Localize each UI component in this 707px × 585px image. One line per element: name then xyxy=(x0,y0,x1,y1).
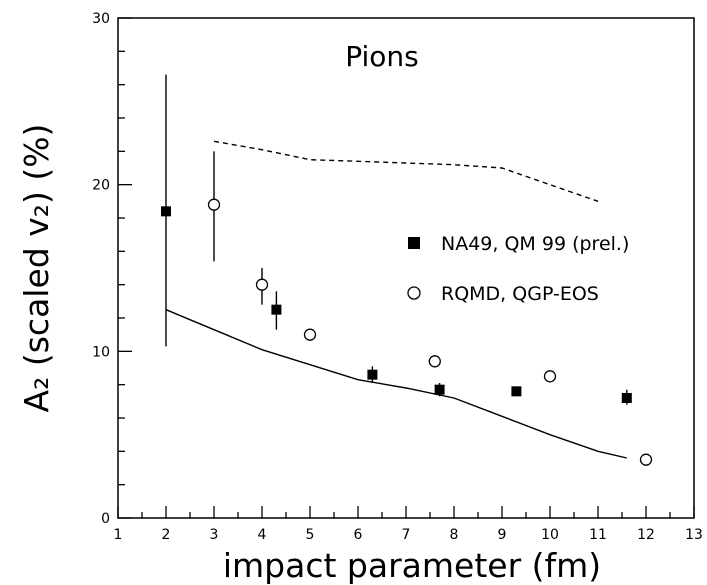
na49-point xyxy=(511,386,522,397)
x-tick-label: 11 xyxy=(589,527,607,543)
plot-frame xyxy=(117,17,695,519)
legend-marker-na49 xyxy=(408,237,420,249)
rqmd-point xyxy=(255,278,269,291)
na49-point xyxy=(621,393,632,403)
model-curves xyxy=(165,140,627,459)
rqmd-point xyxy=(428,355,441,368)
model-curve-dashed xyxy=(213,140,599,202)
y-tick-label: 0 xyxy=(101,511,110,527)
x-tick-label: 6 xyxy=(354,527,363,543)
chart-title: Pions xyxy=(345,40,419,73)
x-tick-label: 7 xyxy=(402,527,411,543)
na49-point xyxy=(271,304,282,315)
x-tick-label: 9 xyxy=(498,527,507,543)
y-tick-label: 10 xyxy=(92,344,110,360)
x-tick-label: 4 xyxy=(258,527,267,543)
x-tick-label: 10 xyxy=(541,527,559,543)
rqmd-point xyxy=(303,328,317,341)
rqmd-point xyxy=(543,370,557,383)
y-tick-label: 20 xyxy=(92,178,110,194)
rqmd-point xyxy=(639,453,653,466)
model-curve-solid xyxy=(165,309,627,459)
x-tick-label: 12 xyxy=(637,527,655,543)
legend-label-rqmd: RQMD, QGP-EOS xyxy=(441,283,599,305)
x-tick-label: 5 xyxy=(306,527,315,543)
x-tick-label: 8 xyxy=(450,527,459,543)
axis-ticks xyxy=(117,17,695,519)
x-tick-label: 3 xyxy=(210,527,219,543)
rqmd-point xyxy=(207,198,221,211)
x-tick-label: 1 xyxy=(114,527,123,543)
na49-point xyxy=(367,369,378,380)
y-tick-label: 30 xyxy=(92,11,110,27)
data-points xyxy=(161,198,653,466)
legend-marker-rqmd xyxy=(407,286,421,300)
x-axis-label: impact parameter (fm) xyxy=(223,546,601,585)
legend-label-na49: NA49, QM 99 (prel.) xyxy=(441,233,629,255)
na49-point xyxy=(161,206,171,217)
x-tick-label: 13 xyxy=(685,527,703,543)
legend: NA49, QM 99 (prel.) RQMD, QGP-EOS xyxy=(407,233,629,305)
y-axis-label: A₂ (scaled v₂) (%) xyxy=(17,124,56,413)
na49-point xyxy=(434,384,445,395)
x-tick-label: 2 xyxy=(162,527,171,543)
